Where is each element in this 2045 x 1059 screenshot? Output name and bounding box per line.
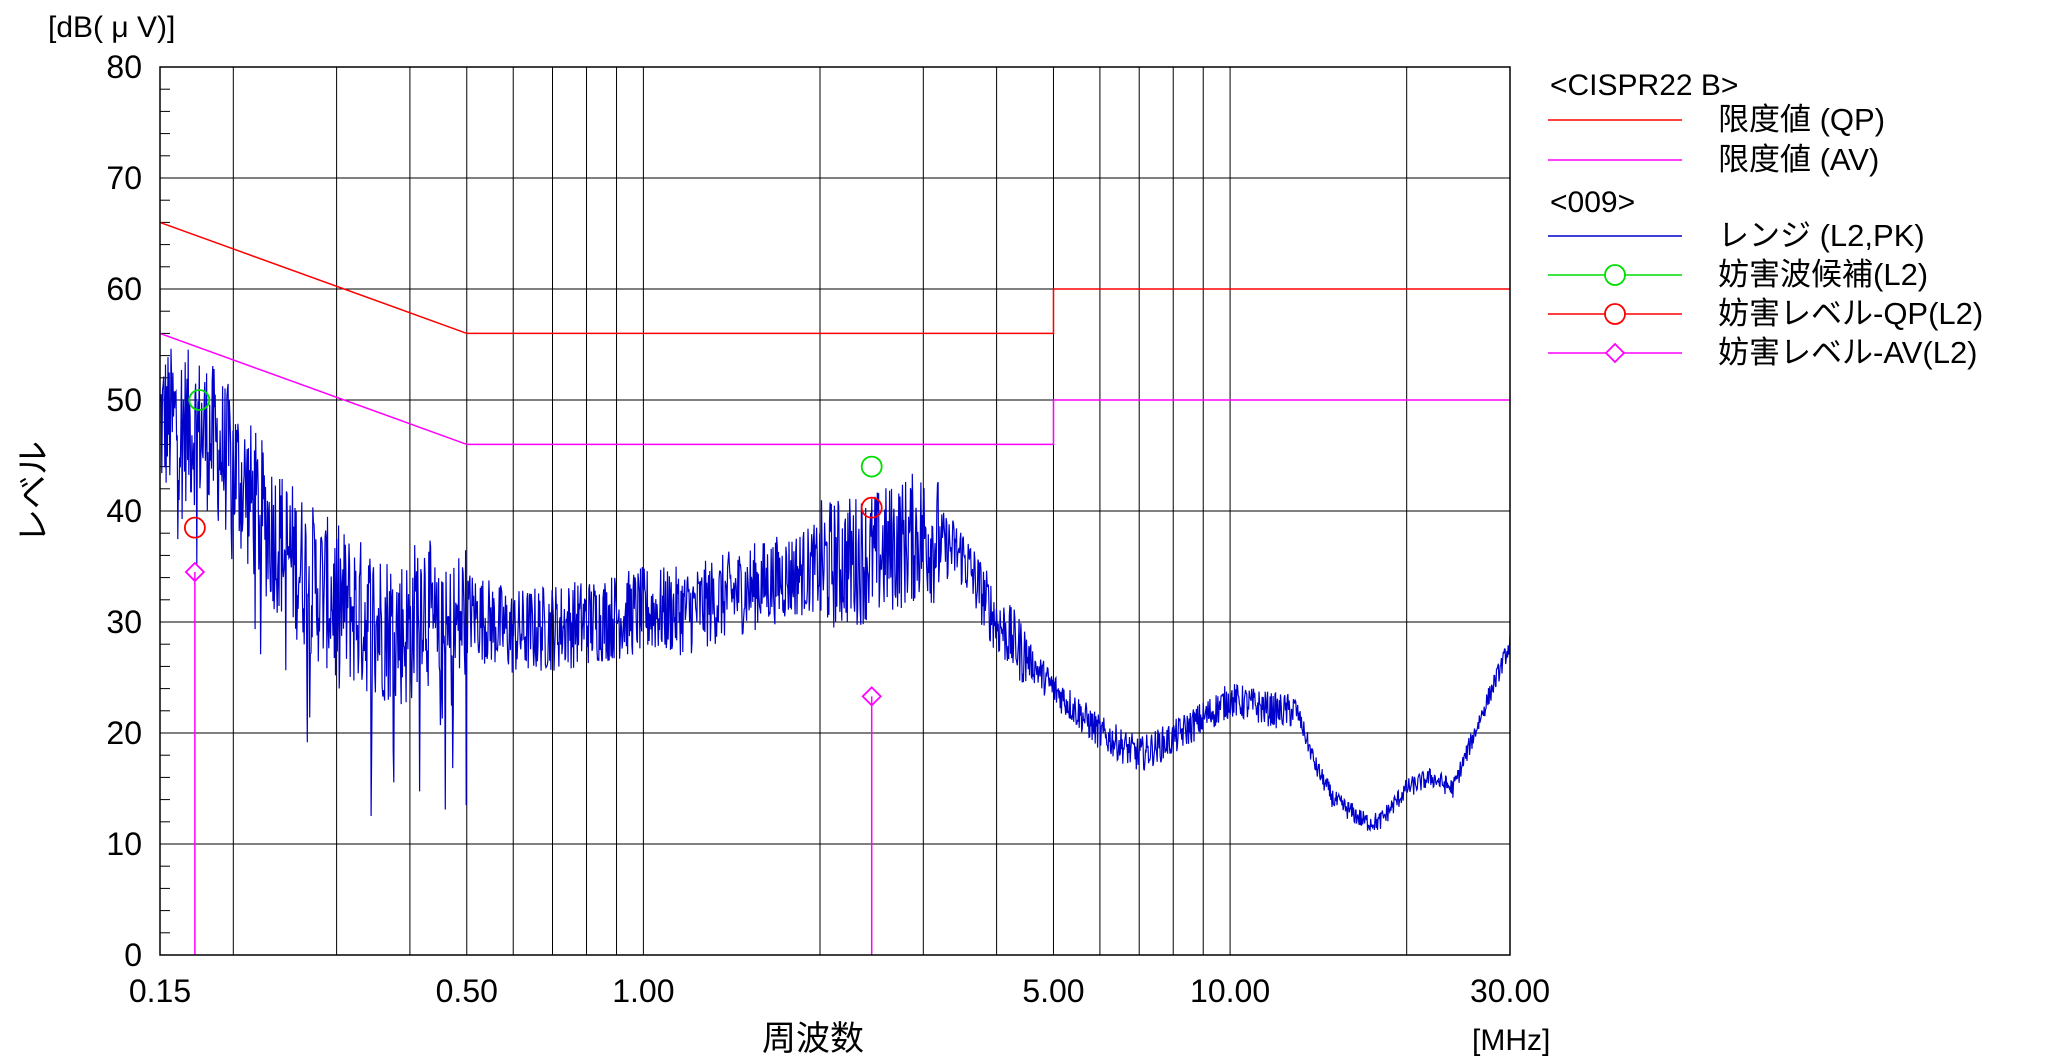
y-tick-label: 50	[106, 382, 142, 418]
y-tick-label: 70	[106, 160, 142, 196]
legend: <CISPR22 B> <009> 限度値 (QP) 限度値 (AV) レンジ (L…	[1548, 69, 1983, 370]
limit-line-qp	[160, 222, 1510, 333]
measurement-trace	[160, 349, 1510, 831]
y-unit-label: [dB( μ V)]	[48, 11, 175, 44]
x-tick-labels: 0.15 0.50 1.00 5.00 10.00 30.00	[129, 973, 1550, 1009]
legend-item-label: 妨害波候補(L2)	[1718, 257, 1928, 292]
x-tick-label: 0.50	[436, 973, 498, 1009]
y-tick-label: 60	[106, 271, 142, 307]
legend-marker-diamond	[1606, 344, 1624, 362]
suspect-marker	[862, 457, 882, 477]
y-axis-label: レベル	[15, 441, 53, 543]
legend-item-label: レンジ (L2,PK)	[1718, 218, 1925, 253]
limit-lines	[160, 222, 1510, 444]
qp-marker	[185, 518, 205, 538]
y-tick-label: 40	[106, 493, 142, 529]
y-tick-label: 80	[106, 49, 142, 85]
legend-group-title-009: <009>	[1550, 186, 1635, 219]
x-axis-label: 周波数	[762, 1020, 864, 1058]
legend-marker-circle	[1605, 265, 1625, 285]
legend-item-label: 妨害レベル-AV(L2)	[1718, 335, 1978, 370]
legend-marker-circle	[1605, 304, 1625, 324]
legend-item-label: 限度値 (QP)	[1718, 102, 1885, 137]
legend-group-title-cispr: <CISPR22 B>	[1550, 69, 1738, 102]
x-unit-label: [MHz]	[1472, 1024, 1550, 1057]
x-tick-label: 1.00	[612, 973, 674, 1009]
x-tick-label: 0.15	[129, 973, 191, 1009]
measurement-points	[185, 390, 882, 955]
y-tick-labels: 0 10 20 30 40 50 60 70 80	[106, 49, 142, 973]
x-tick-label: 10.00	[1190, 973, 1270, 1009]
legend-item-label: 妨害レベル-QP(L2)	[1718, 296, 1983, 331]
y-tick-label: 30	[106, 604, 142, 640]
x-tick-label: 5.00	[1022, 973, 1084, 1009]
trace-pk-l2	[160, 349, 1510, 831]
y-tick-label: 20	[106, 715, 142, 751]
legend-item-label: 限度値 (AV)	[1718, 142, 1879, 177]
y-tick-label: 0	[124, 937, 142, 973]
x-tick-label: 30.00	[1470, 973, 1550, 1009]
y-tick-label: 10	[106, 826, 142, 862]
limit-line-av	[160, 333, 1510, 444]
